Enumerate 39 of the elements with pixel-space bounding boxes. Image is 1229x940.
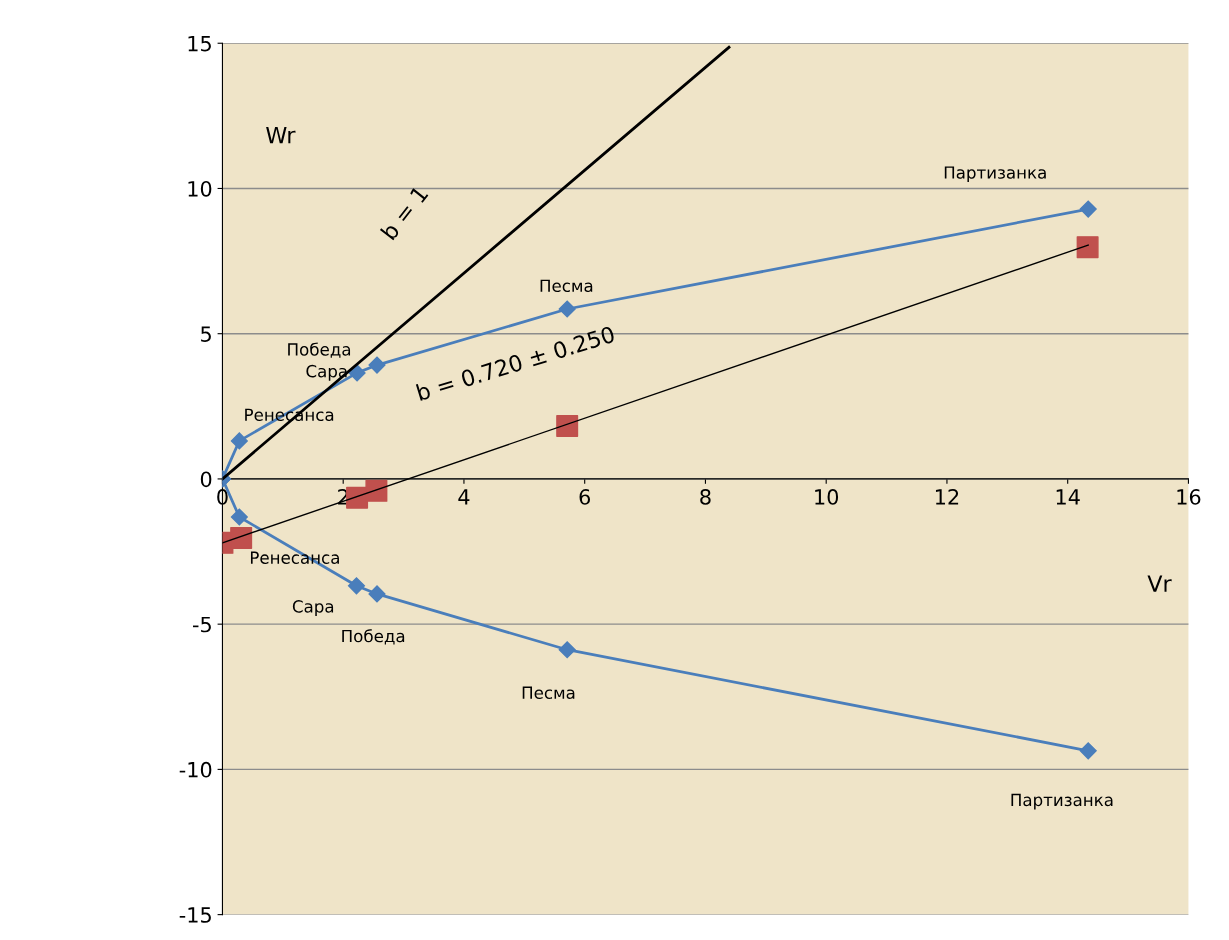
y-tick-label: 15 xyxy=(188,35,211,52)
annotation: Песма xyxy=(540,279,593,293)
y-tick-label: -10 xyxy=(179,761,212,778)
y-tick-label: 10 xyxy=(188,180,212,197)
point xyxy=(1076,236,1099,259)
y-tick-label: -5 xyxy=(192,616,211,633)
point xyxy=(558,641,576,659)
y-tick-label: -15 xyxy=(179,907,211,923)
point xyxy=(347,577,366,595)
annotation: Партизанка xyxy=(1011,793,1113,810)
point xyxy=(1079,200,1097,218)
point xyxy=(1079,742,1097,760)
point xyxy=(556,415,579,438)
y-tick-label: 5 xyxy=(201,326,211,342)
y-tick-label: 0 xyxy=(200,471,212,488)
x-tick-label: 4 xyxy=(458,489,470,505)
annotation: Песма xyxy=(522,686,575,699)
x-tick-label: 6 xyxy=(579,489,591,505)
x-axis-title: Vr xyxy=(1147,575,1172,592)
point xyxy=(230,432,248,450)
annotation: b = 0.720 ± 0.250 xyxy=(415,325,616,402)
point xyxy=(230,508,248,526)
x-tick-label: 12 xyxy=(935,489,959,505)
annotation: Сара xyxy=(292,600,334,616)
point xyxy=(368,585,386,603)
annotation: b = 1 xyxy=(379,185,429,241)
annotation: Победа xyxy=(342,629,405,645)
point xyxy=(230,526,253,549)
x-tick-label: 8 xyxy=(700,489,711,505)
y-axis-title: Wr xyxy=(266,126,296,144)
point xyxy=(365,479,388,502)
x-tick-label: 16 xyxy=(1177,489,1201,505)
point xyxy=(348,364,366,382)
x-tick-label: 10 xyxy=(815,489,839,505)
point xyxy=(368,356,386,374)
annotation: Победа xyxy=(288,342,351,358)
point xyxy=(558,300,576,318)
x-tick-label: 14 xyxy=(1056,489,1080,505)
annotation: Партизанка xyxy=(944,166,1046,183)
